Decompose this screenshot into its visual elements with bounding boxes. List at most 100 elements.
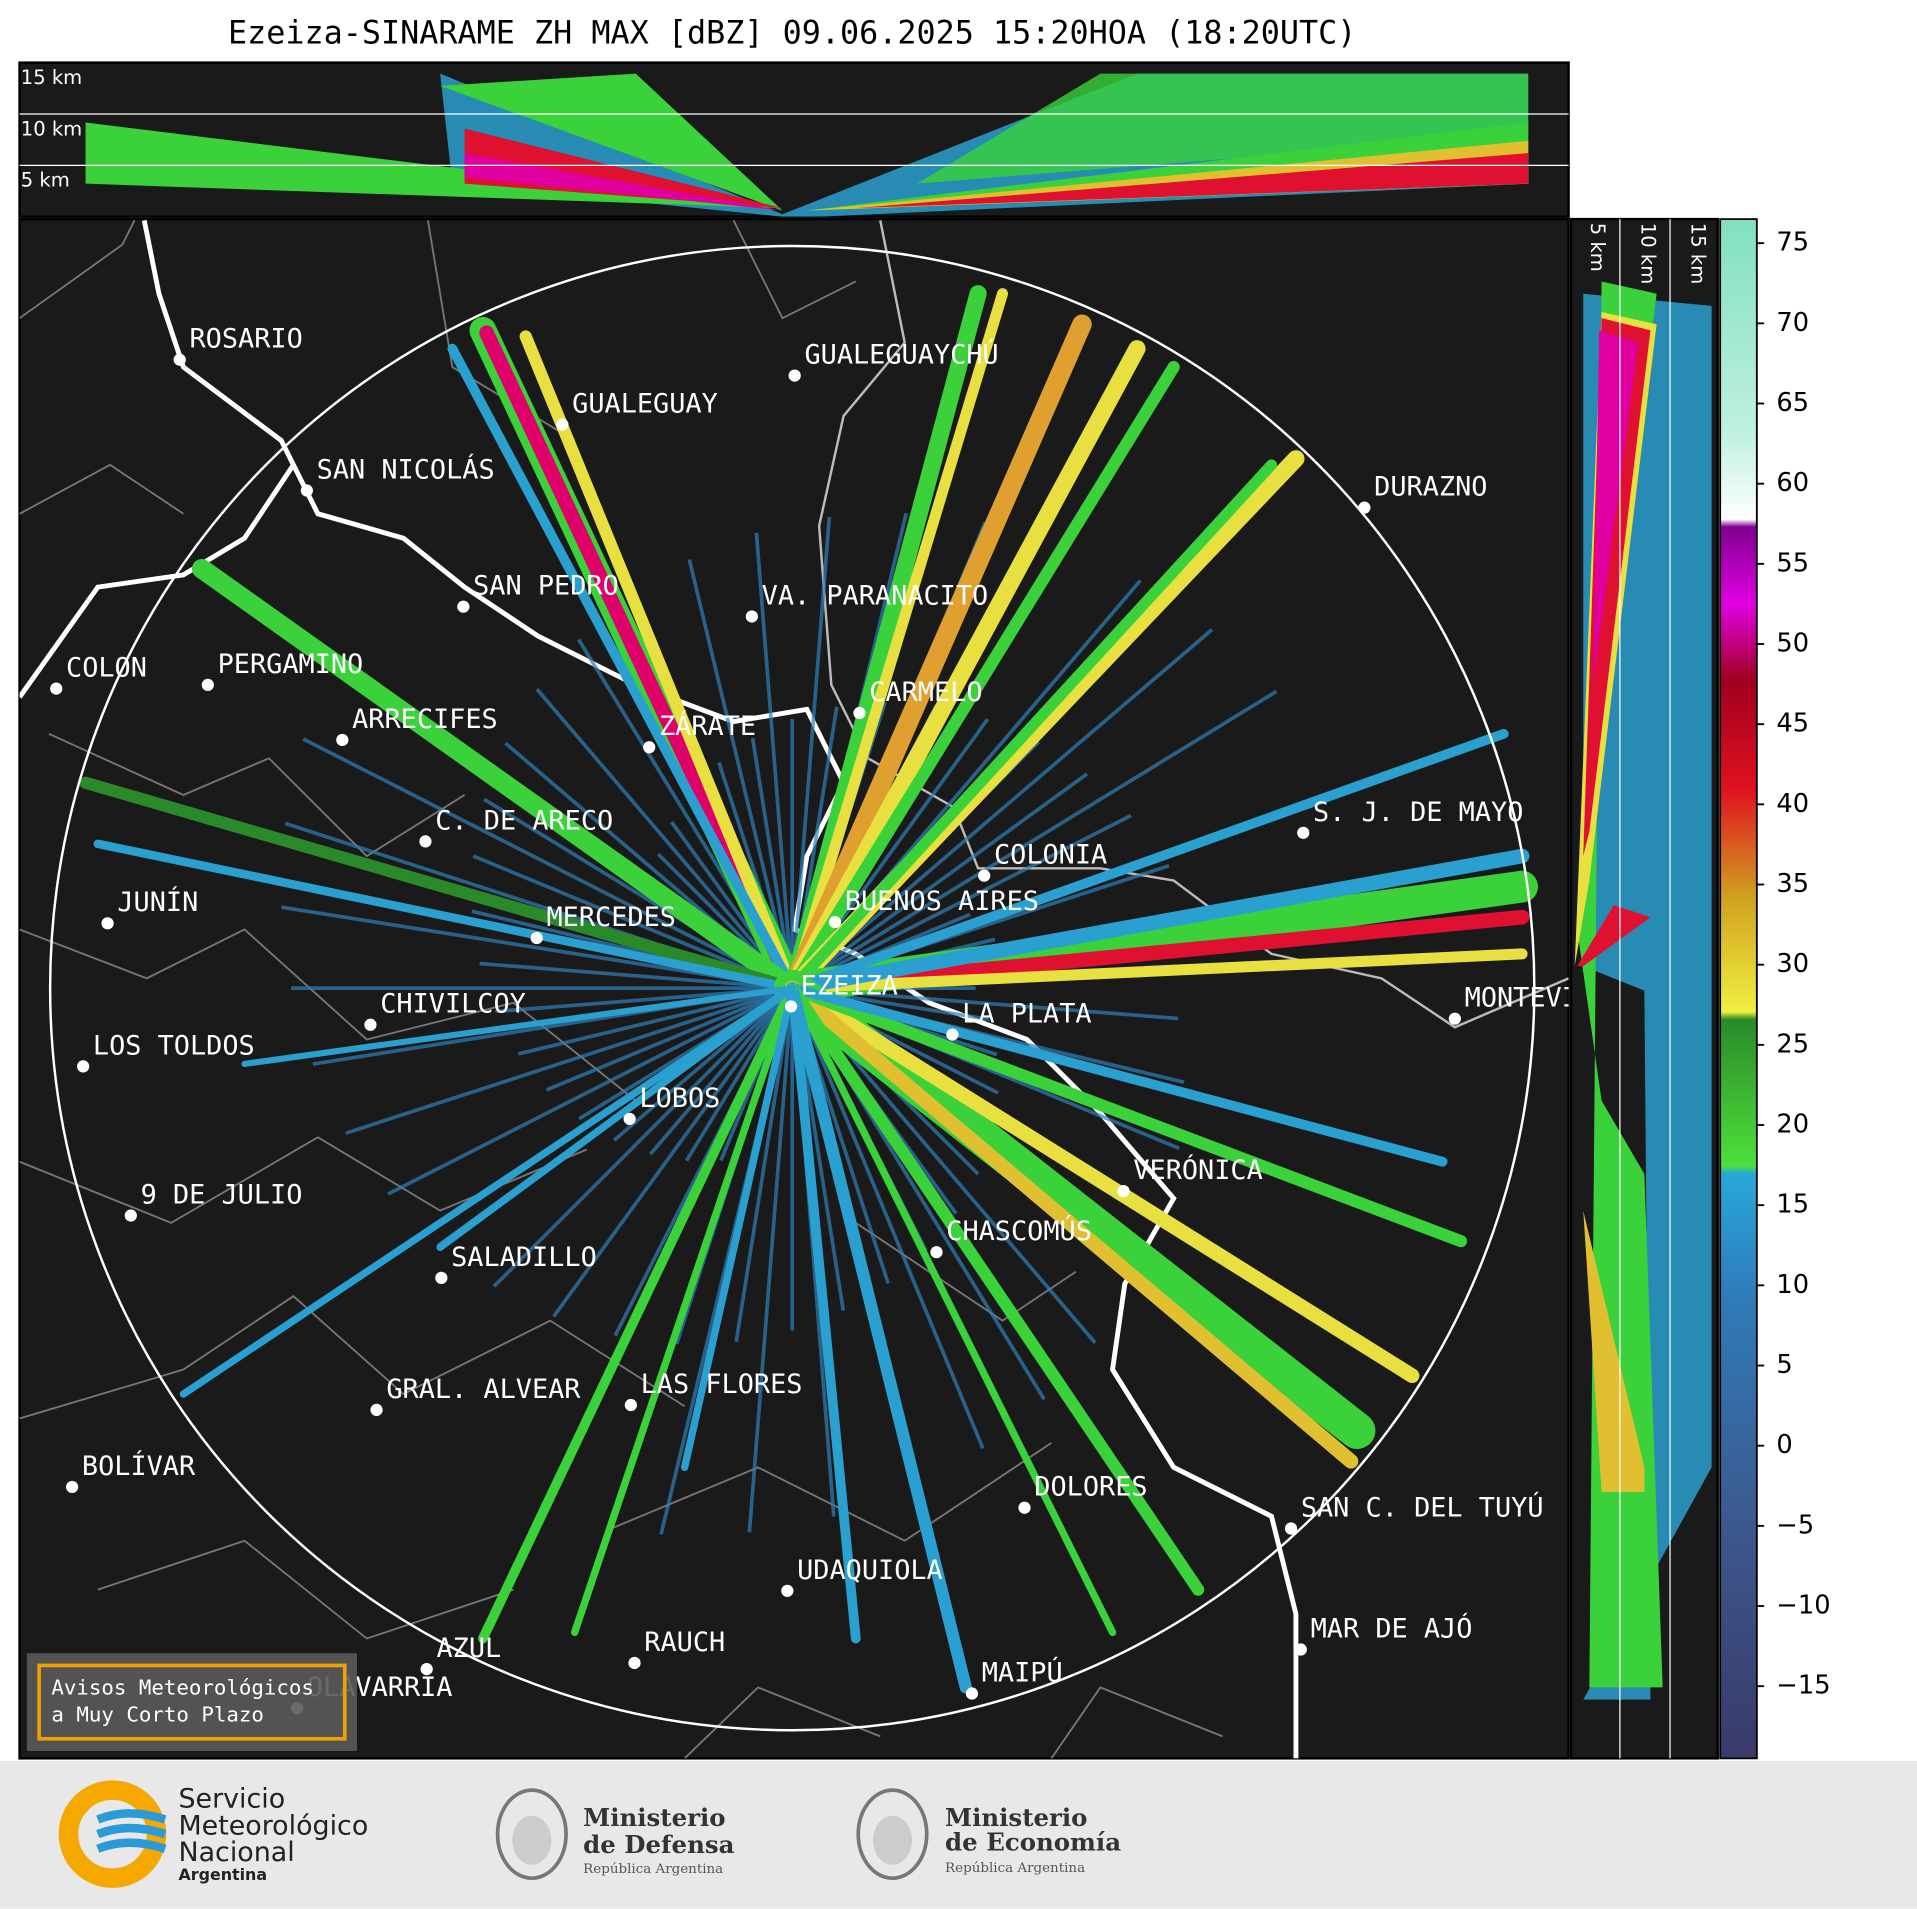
logo-text: Ministerio <box>945 1803 1087 1832</box>
map: ROSARIO GUALEGUAYCHÚ GUALEGUAY SAN NICOLÁS D… <box>19 219 1569 1759</box>
city-label: LOS TOLDOS <box>93 1030 255 1061</box>
city-label: MAIPÚ <box>982 1656 1063 1688</box>
echo-ray <box>687 559 795 989</box>
height-label: 15 km <box>21 66 82 89</box>
city-dot <box>173 353 186 366</box>
height-label: 5 km <box>1586 223 1609 272</box>
colorbar-tick-label: 75 <box>1776 228 1809 258</box>
city-dot <box>1117 1184 1130 1198</box>
city-label: COLONIA <box>994 840 1107 871</box>
colorbar-tick-label: 55 <box>1776 548 1809 578</box>
colorbar-tick-label: 65 <box>1776 388 1809 418</box>
city-label: RAUCH <box>644 1627 725 1658</box>
logo-text: Ministerio <box>583 1803 725 1832</box>
colorbar-tick-label: 45 <box>1776 709 1809 739</box>
city-label: SALADILLO <box>451 1242 597 1273</box>
city-dot <box>784 1000 798 1013</box>
city-dot <box>781 1584 794 1597</box>
echo-ray <box>649 986 794 1156</box>
echo-ray <box>570 984 796 1637</box>
city-label: SAN PEDRO <box>473 571 619 602</box>
colorbar-tick-label: 60 <box>1776 468 1809 498</box>
warning-text: Avisos Meteorológicos <box>51 1676 314 1700</box>
city-label: DURAZNO <box>1374 472 1487 503</box>
city-label: 9 DE JULIO <box>141 1179 303 1210</box>
echo-ray <box>241 985 796 1067</box>
echo-ray <box>179 984 796 1398</box>
echo-ray <box>790 516 832 989</box>
city-dot <box>965 1687 979 1700</box>
city-label: LOBOS <box>639 1083 720 1114</box>
city-dot <box>853 706 866 720</box>
echo-ray <box>783 340 1146 997</box>
echo-ray <box>790 987 985 1450</box>
colorbar-tick-label: 15 <box>1776 1190 1809 1220</box>
echo-ray <box>791 813 1132 990</box>
logo-text: de Economía <box>945 1827 1121 1856</box>
city-dot <box>930 1246 943 1259</box>
echo-ray <box>788 984 1117 1637</box>
city-label: SAN C. DEL TUYÚ <box>1301 1491 1544 1523</box>
city-label: GUALEGUAY <box>572 388 718 419</box>
city-dot <box>1297 826 1310 839</box>
city-dot <box>101 917 114 930</box>
colorbar-tick-label: 70 <box>1776 308 1809 338</box>
coastline <box>19 219 1299 1759</box>
city-dot <box>370 1403 383 1417</box>
echo-ray <box>478 983 798 1644</box>
city-dot <box>828 915 842 929</box>
echo-ray <box>492 986 794 1288</box>
logo-text: Nacional <box>178 1837 294 1868</box>
city-dot <box>420 1662 433 1676</box>
city-dot <box>419 835 432 848</box>
city-dot <box>435 1271 448 1284</box>
city-label: BUENOS AIRES <box>845 886 1039 917</box>
footer-bg <box>0 1760 1917 1909</box>
city-label: MERCEDES <box>546 902 675 933</box>
colorbar-tick-label: −5 <box>1776 1510 1814 1540</box>
echo-ray <box>791 772 1089 990</box>
city-dot <box>1018 1501 1031 1514</box>
echo-ray <box>545 986 793 1092</box>
logo-text: Argentina <box>178 1865 267 1884</box>
colorbar-tick-label: 25 <box>1776 1029 1809 1059</box>
echo-ray <box>472 854 793 990</box>
city-label: ARRECIFES <box>352 704 498 735</box>
echo-ray <box>754 532 795 989</box>
echo-ray <box>786 360 1180 995</box>
echo-ray <box>787 983 861 1644</box>
echo-ray <box>479 961 793 990</box>
radar-echoes <box>79 285 1539 1694</box>
city-label: JUNÍN <box>117 886 198 918</box>
colorbar-tick-label: 10 <box>1776 1270 1809 1300</box>
echo-ray <box>734 987 795 1343</box>
echo-ray <box>93 839 797 993</box>
city-dot <box>623 1112 636 1126</box>
city-label: S. J. DE MAYO <box>1313 797 1523 828</box>
warning-border <box>37 1663 347 1741</box>
city-dot <box>300 484 313 497</box>
city-label: DOLORES <box>1034 1472 1147 1503</box>
echo-ray <box>784 909 1530 996</box>
range-ring <box>48 244 1536 1732</box>
warning-box <box>26 1653 357 1752</box>
city-label: ZÁRATE <box>659 710 756 742</box>
echo-ray <box>79 776 799 995</box>
city-dot <box>1294 1643 1307 1656</box>
echo-ray <box>535 688 794 990</box>
city-dot <box>1448 1012 1461 1025</box>
colorbar-tick-label: 30 <box>1776 949 1809 979</box>
city-dot <box>336 733 349 747</box>
colorbar-tick-label: 35 <box>1776 869 1809 899</box>
echo-ray <box>782 314 1092 998</box>
echo-ray <box>791 689 1278 990</box>
echo-ray <box>345 986 793 1135</box>
city-label: VA. PARANACITO <box>762 580 989 611</box>
city-label: LA PLATA <box>962 999 1091 1030</box>
echo-ray <box>436 984 796 1251</box>
city-label: AZUL <box>436 1633 501 1664</box>
colorbar <box>1719 218 1758 1760</box>
city-dot <box>1358 501 1371 514</box>
city-label: ROSARIO <box>189 324 302 355</box>
logo-text: de Defensa <box>583 1830 734 1859</box>
